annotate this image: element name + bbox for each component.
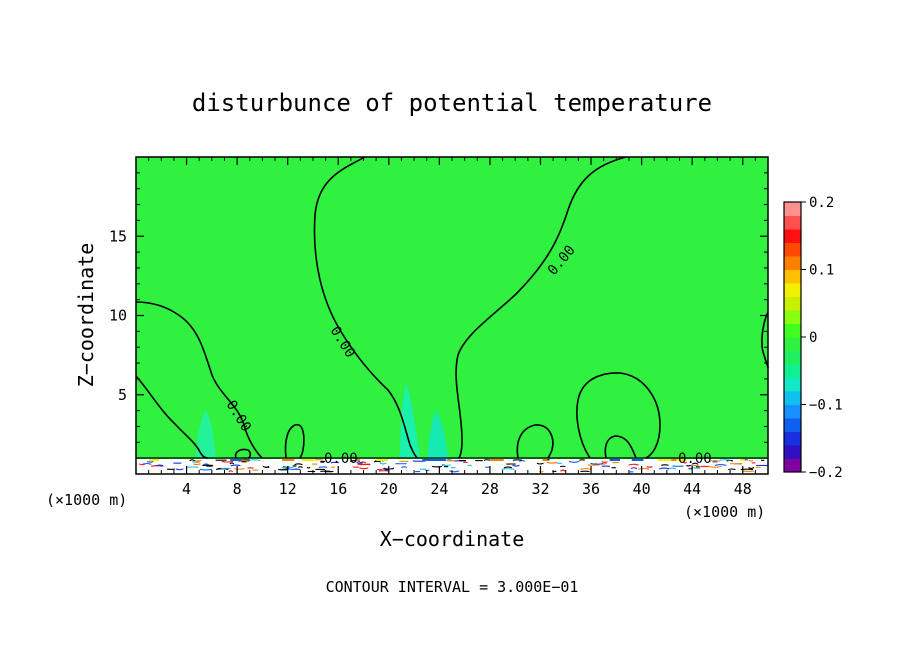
surface-color-patch [658, 459, 671, 461]
surface-color-patch [149, 459, 159, 461]
x-unit-label: (×1000 m) [46, 491, 127, 509]
surface-noise-stroke [513, 460, 522, 461]
x-axis-title: X−coordinate [380, 527, 525, 551]
y-tick-label: 5 [118, 386, 127, 404]
surface-color-patch [302, 459, 315, 461]
x-tick-label: 16 [329, 480, 347, 498]
x-unit-label-right: (×1000 m) [684, 503, 765, 521]
contour-label: 0.00 [678, 451, 712, 467]
x-tick-label: 48 [734, 480, 752, 498]
x-tick-label: 4 [182, 480, 191, 498]
surface-color-patch [490, 459, 503, 461]
surface-noise-stroke [485, 467, 489, 468]
x-tick-label: 44 [683, 480, 701, 498]
y-tick-label: 15 [109, 227, 127, 245]
colorbar-tick-label: −0.2 [809, 465, 843, 481]
x-tick-label: 40 [633, 480, 651, 498]
colorbar-swatch [784, 418, 801, 432]
contour-interval-text: CONTOUR INTERVAL = 3.000E−01 [326, 578, 579, 596]
x-tick-label: 24 [430, 480, 448, 498]
surface-noise-stroke [463, 462, 467, 463]
colorbar-swatch [784, 283, 801, 297]
surface-color-patch [423, 459, 436, 461]
colorbar-swatch [784, 364, 801, 378]
colorbar-swatch [784, 432, 801, 446]
surface-noise-stroke [647, 467, 653, 468]
colorbar-swatch [784, 391, 801, 405]
colorbar-tick-label: 0 [809, 330, 817, 346]
surface-noise-stroke [484, 460, 490, 461]
surface-color-patch [230, 459, 242, 461]
x-tick-label: 32 [531, 480, 549, 498]
y-tick-label: 10 [109, 307, 127, 325]
surface-noise-stroke [661, 465, 668, 466]
surface-noise-stroke [222, 461, 234, 462]
surface-noise-stroke [374, 461, 381, 462]
colorbar-swatch [784, 216, 801, 230]
surface-noise-stroke [401, 467, 407, 468]
contour-label: 0.00 [324, 451, 358, 467]
colorbar-swatch [784, 202, 801, 216]
surface-noise-stroke [298, 467, 302, 468]
x-tick-label: 20 [380, 480, 398, 498]
colorbar-swatch [784, 445, 801, 459]
colorbar-swatch [784, 459, 801, 473]
surface-color-patch [632, 459, 644, 461]
x-tick-label: 36 [582, 480, 600, 498]
surface-noise-stroke [147, 462, 153, 463]
surface-color-patch [376, 459, 388, 461]
colorbar-swatch [784, 324, 801, 338]
colorbar-swatch [784, 310, 801, 324]
colorbar: 0.2 0.1 0 −0.1 −0.2 [784, 195, 843, 481]
surface-color-patch [610, 459, 620, 461]
colorbar-tick-label: 0.1 [809, 263, 834, 279]
colorbar-swatch [784, 337, 801, 351]
surface-color-patch [741, 459, 745, 461]
colorbar-swatch [784, 405, 801, 419]
surface-noise-stroke [502, 469, 515, 470]
x-tick-label: 12 [279, 480, 297, 498]
surface-noise-stroke [361, 464, 371, 465]
surface-color-patch [285, 459, 294, 461]
x-tick-label: 8 [233, 480, 242, 498]
surface-color-patch [543, 459, 548, 461]
colorbar-swatch [784, 297, 801, 311]
colorbar-swatch [784, 243, 801, 257]
x-tick-label: 28 [481, 480, 499, 498]
surface-noise-stroke [728, 469, 735, 470]
colorbar-swatch [784, 270, 801, 284]
chart-title: disturbunce of potential temperature [192, 89, 712, 117]
field-background [136, 157, 768, 474]
plot-area: 0.00 0.00 0.00 0.00 0.00 [136, 157, 768, 474]
colorbar-swatch [784, 378, 801, 392]
colorbar-swatch [784, 229, 801, 243]
colorbar-tick-label: 0.2 [809, 195, 834, 211]
colorbar-swatch [784, 256, 801, 270]
surface-noise-stroke [756, 467, 761, 468]
colorbar-swatch [784, 351, 801, 365]
colorbar-tick-label: −0.1 [809, 398, 843, 414]
y-axis-title: Z−coordinate [74, 243, 98, 388]
